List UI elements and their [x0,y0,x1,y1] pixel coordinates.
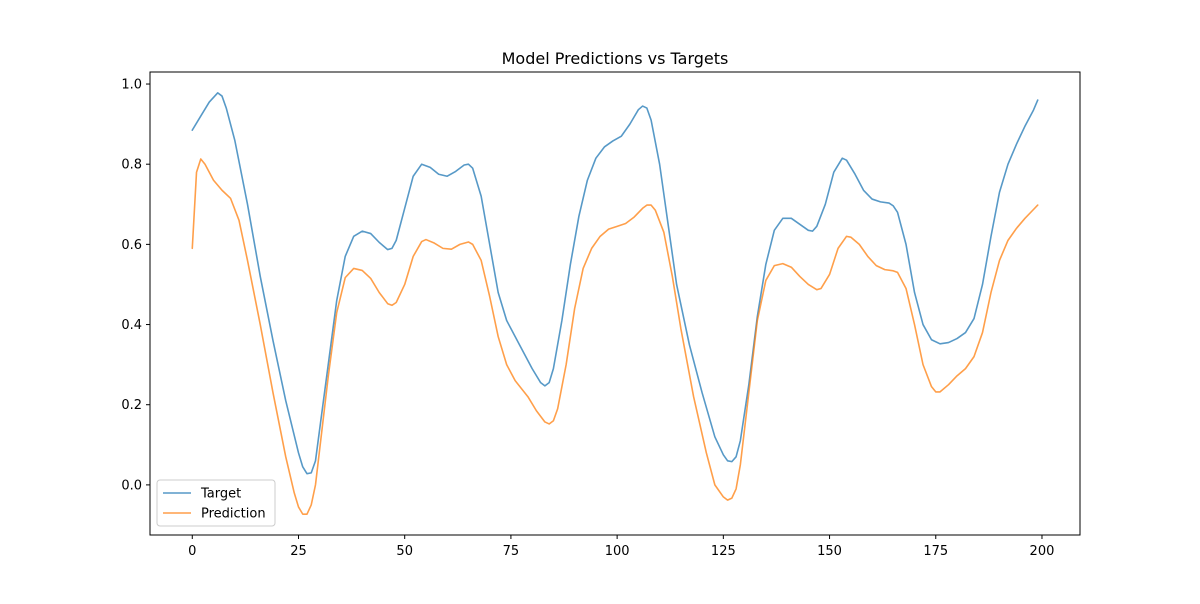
x-tick-label: 50 [396,544,413,559]
x-tick-label: 125 [711,544,736,559]
legend-box [156,479,276,527]
x-tick-label: 175 [923,544,948,559]
y-axis: 0.0 0.2 0.4 0.6 0.8 1.0 [121,78,150,493]
x-tick-label: 200 [1030,544,1055,559]
series-layer [191,92,1039,515]
y-tick-label: 0.6 [121,238,142,253]
plot-frame [149,71,1081,536]
x-tick-label: 100 [605,544,630,559]
y-tick-label: 0.2 [121,398,142,413]
series-line-target [191,92,1039,475]
legend-label-prediction: Prediction [201,507,266,522]
legend: Target Prediction [156,479,276,527]
x-axis: 0 25 50 75 100 125 150 175 200 [188,535,1054,559]
y-tick-label: 0.0 [121,478,142,493]
x-tick-label: 150 [817,544,842,559]
legend-label-target: Target [200,487,241,502]
y-tick-label: 1.0 [121,78,142,93]
y-tick-label: 0.4 [121,318,142,333]
x-tick-label: 0 [188,544,196,559]
x-tick-label: 25 [290,544,307,559]
y-tick-label: 0.8 [121,158,142,173]
series-line-prediction [191,158,1039,515]
chart-title: Model Predictions vs Targets [502,49,729,68]
x-tick-label: 75 [503,544,520,559]
